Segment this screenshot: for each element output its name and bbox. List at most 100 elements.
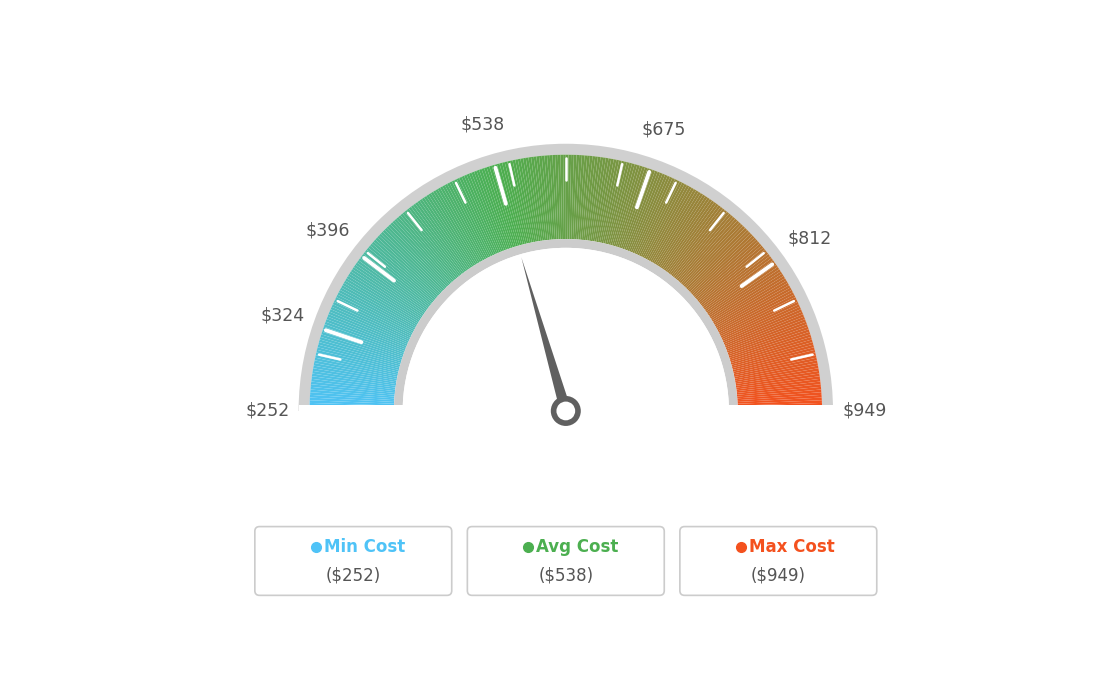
- Wedge shape: [712, 276, 785, 322]
- Wedge shape: [389, 224, 448, 287]
- Wedge shape: [696, 244, 762, 300]
- Wedge shape: [627, 172, 660, 251]
- Wedge shape: [634, 176, 670, 254]
- Wedge shape: [323, 324, 404, 355]
- Wedge shape: [676, 213, 731, 279]
- Wedge shape: [309, 400, 394, 406]
- Wedge shape: [309, 408, 394, 411]
- Wedge shape: [520, 158, 538, 242]
- Wedge shape: [312, 368, 396, 384]
- Wedge shape: [526, 157, 541, 241]
- Wedge shape: [329, 312, 407, 346]
- Wedge shape: [310, 390, 394, 398]
- Wedge shape: [316, 353, 399, 373]
- Wedge shape: [581, 155, 590, 240]
- Wedge shape: [375, 237, 439, 296]
- Wedge shape: [437, 188, 481, 262]
- Wedge shape: [336, 297, 412, 336]
- Wedge shape: [736, 373, 819, 388]
- Wedge shape: [311, 382, 395, 393]
- Wedge shape: [351, 269, 423, 317]
- Wedge shape: [363, 252, 431, 306]
- Wedge shape: [339, 290, 414, 331]
- Wedge shape: [681, 221, 740, 284]
- Wedge shape: [654, 190, 699, 264]
- Wedge shape: [733, 355, 817, 375]
- Wedge shape: [440, 186, 482, 262]
- Wedge shape: [709, 269, 781, 317]
- Wedge shape: [512, 160, 532, 243]
- Wedge shape: [529, 157, 542, 241]
- Wedge shape: [314, 363, 397, 380]
- Wedge shape: [733, 353, 816, 373]
- Wedge shape: [552, 155, 559, 239]
- Wedge shape: [734, 360, 818, 379]
- Wedge shape: [431, 192, 477, 265]
- Wedge shape: [624, 170, 655, 250]
- Wedge shape: [537, 156, 548, 240]
- Wedge shape: [467, 174, 501, 253]
- Wedge shape: [591, 157, 606, 241]
- Wedge shape: [700, 250, 766, 304]
- Text: Min Cost: Min Cost: [323, 538, 405, 556]
- Wedge shape: [594, 158, 612, 242]
- Wedge shape: [360, 256, 428, 308]
- Wedge shape: [620, 168, 650, 248]
- Wedge shape: [732, 347, 815, 370]
- Wedge shape: [578, 155, 587, 239]
- Wedge shape: [735, 366, 818, 382]
- Wedge shape: [550, 155, 556, 239]
- Wedge shape: [730, 335, 811, 362]
- Wedge shape: [464, 175, 499, 253]
- Wedge shape: [322, 326, 403, 356]
- Wedge shape: [655, 192, 701, 265]
- Wedge shape: [726, 319, 806, 351]
- Wedge shape: [328, 314, 406, 348]
- Text: $949: $949: [842, 402, 887, 420]
- Wedge shape: [737, 390, 821, 398]
- Wedge shape: [607, 162, 629, 244]
- Wedge shape: [350, 271, 422, 319]
- Wedge shape: [310, 384, 395, 395]
- Wedge shape: [381, 232, 443, 292]
- Wedge shape: [321, 332, 402, 359]
- Wedge shape: [723, 307, 802, 343]
- Wedge shape: [518, 159, 535, 242]
- Wedge shape: [605, 161, 627, 244]
- Wedge shape: [484, 167, 512, 248]
- Wedge shape: [355, 262, 426, 313]
- Wedge shape: [582, 156, 593, 240]
- Wedge shape: [341, 285, 416, 328]
- Text: $396: $396: [306, 221, 350, 239]
- Wedge shape: [651, 189, 697, 263]
- Wedge shape: [362, 254, 429, 307]
- FancyBboxPatch shape: [467, 526, 665, 595]
- Wedge shape: [346, 278, 418, 324]
- Wedge shape: [404, 210, 459, 277]
- Wedge shape: [322, 329, 403, 358]
- Wedge shape: [721, 302, 799, 339]
- Wedge shape: [737, 400, 822, 406]
- Text: $538: $538: [460, 115, 505, 133]
- Wedge shape: [471, 172, 505, 251]
- Wedge shape: [457, 178, 495, 255]
- Wedge shape: [531, 157, 544, 241]
- Wedge shape: [318, 344, 400, 368]
- Wedge shape: [372, 241, 437, 299]
- Wedge shape: [737, 395, 821, 402]
- Wedge shape: [697, 246, 763, 302]
- Wedge shape: [315, 357, 397, 377]
- Wedge shape: [737, 406, 822, 409]
- Wedge shape: [643, 181, 682, 258]
- Wedge shape: [449, 181, 489, 258]
- Wedge shape: [598, 159, 616, 242]
- Wedge shape: [309, 406, 394, 409]
- Wedge shape: [691, 235, 754, 295]
- Wedge shape: [658, 195, 705, 267]
- Wedge shape: [491, 165, 518, 246]
- Wedge shape: [539, 156, 550, 240]
- Wedge shape: [733, 350, 815, 372]
- Wedge shape: [502, 162, 524, 244]
- Wedge shape: [708, 267, 779, 316]
- Wedge shape: [326, 319, 405, 351]
